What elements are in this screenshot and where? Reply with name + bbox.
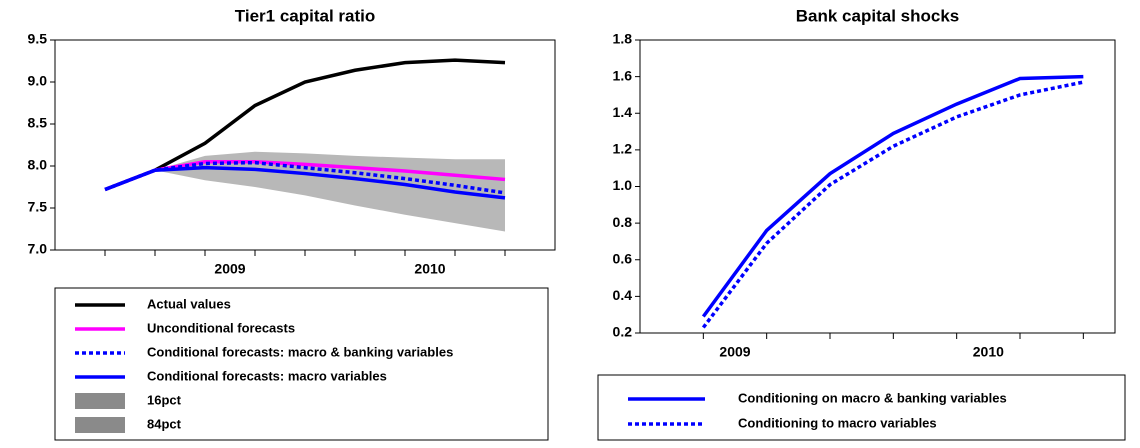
y-tick-label: 1.2: [613, 141, 633, 157]
chart-title: Bank capital shocks: [796, 6, 959, 25]
legend-label: Actual values: [147, 296, 231, 311]
y-tick-label: 0.8: [613, 214, 633, 230]
legend-label: Unconditional forecasts: [147, 320, 295, 335]
y-tick-label: 7.5: [28, 199, 48, 215]
x-tick-label: 2009: [719, 344, 750, 360]
y-tick-label: 0.4: [613, 287, 633, 303]
series-line: [701, 80, 1084, 329]
legend-label: Conditional forecasts: macro & banking v…: [147, 344, 453, 359]
y-tick-label: 8.5: [28, 115, 48, 131]
legend-box: [597, 374, 1126, 441]
plot-frame: [54, 39, 556, 251]
y-tick-label: 9.0: [28, 73, 48, 89]
legend-label: 84pct: [147, 416, 182, 431]
legend-swatch: [75, 417, 125, 433]
series-line: [104, 165, 506, 200]
y-tick-label: 0.2: [613, 324, 633, 340]
legend-box: [54, 287, 549, 441]
plot-frame: [639, 39, 1116, 334]
y-tick-label: 1.4: [613, 104, 633, 120]
legend-swatch: [75, 393, 125, 409]
y-tick-label: 1.6: [613, 67, 633, 83]
x-tick-label: 2010: [973, 344, 1004, 360]
legend-label: 16pct: [147, 392, 182, 407]
series-line: [701, 74, 1084, 318]
series-line: [104, 58, 506, 192]
y-tick-label: 8.0: [28, 157, 48, 173]
legend-label: Conditioning on macro & banking variable…: [738, 390, 1007, 405]
chart-title: Tier1 capital ratio: [235, 6, 375, 25]
y-tick-label: 9.5: [28, 31, 48, 47]
y-tick-label: 1.0: [613, 177, 633, 193]
legend-label: Conditioning to macro variables: [738, 415, 937, 430]
y-tick-label: 0.6: [613, 250, 633, 266]
legend-label: Conditional forecasts: macro variables: [147, 368, 387, 383]
y-tick-label: 7.0: [28, 241, 48, 257]
y-tick-label: 1.8: [613, 31, 633, 47]
x-tick-label: 2010: [414, 261, 445, 277]
x-tick-label: 2009: [214, 261, 245, 277]
